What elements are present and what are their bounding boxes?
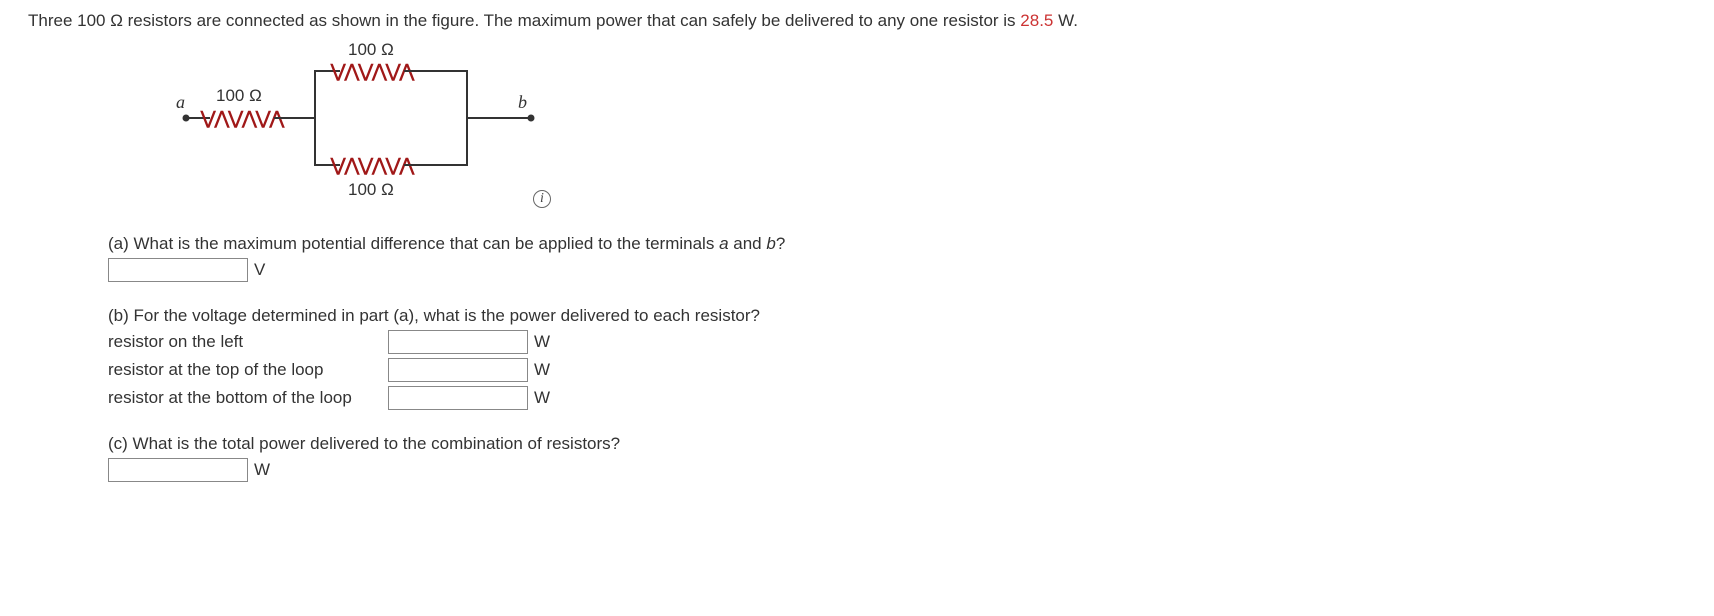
- part-b-bottom-input[interactable]: [388, 386, 528, 410]
- info-icon[interactable]: i: [533, 190, 551, 208]
- resistor-top-icon: ⋁⋀⋁⋀⋁⋀: [331, 62, 414, 80]
- wire: [274, 117, 314, 119]
- terminal-b-label: b: [518, 92, 527, 113]
- resistor-top-label: 100 Ω: [348, 40, 394, 60]
- part-b-left-unit: W: [534, 332, 550, 352]
- part-a-input[interactable]: [108, 258, 248, 282]
- part-c: (c) What is the total power delivered to…: [108, 434, 1686, 482]
- prompt-value: 28.5: [1020, 11, 1053, 30]
- resistor-bottom-icon: ⋁⋀⋁⋀⋁⋀: [331, 156, 414, 174]
- part-b-top-unit: W: [534, 360, 550, 380]
- part-b-left-label: resistor on the left: [108, 332, 388, 352]
- part-c-input[interactable]: [108, 458, 248, 482]
- part-c-unit: W: [254, 460, 270, 480]
- part-a-question: (a) What is the maximum potential differ…: [108, 234, 1686, 254]
- part-b-bottom-label: resistor at the bottom of the loop: [108, 388, 388, 408]
- resistor-left-icon: ⋁⋀⋁⋀⋁⋀: [201, 109, 284, 127]
- part-b-bottom-unit: W: [534, 388, 550, 408]
- part-b-question: (b) For the voltage determined in part (…: [108, 306, 1686, 326]
- wire: [404, 164, 468, 166]
- resistor-left-label: 100 Ω: [216, 86, 262, 106]
- wire: [314, 70, 316, 166]
- part-b-top-label: resistor at the top of the loop: [108, 360, 388, 380]
- wire: [466, 117, 531, 119]
- prompt-prefix: Three 100 Ω resistors are connected as s…: [28, 11, 1020, 30]
- part-a-unit: V: [254, 260, 265, 280]
- prompt-suffix: W.: [1053, 11, 1078, 30]
- wire: [404, 70, 468, 72]
- problem-statement: Three 100 Ω resistors are connected as s…: [28, 8, 1686, 34]
- part-b-top-input[interactable]: [388, 358, 528, 382]
- part-c-question: (c) What is the total power delivered to…: [108, 434, 1686, 454]
- resistor-bottom-label: 100 Ω: [348, 180, 394, 200]
- circuit-diagram: a b ⋁⋀⋁⋀⋁⋀ 100 Ω ⋁⋀⋁⋀⋁⋀ 100 Ω ⋁⋀⋁⋀⋁⋀ 100…: [138, 40, 658, 210]
- terminal-a-label: a: [176, 92, 185, 113]
- part-a: (a) What is the maximum potential differ…: [108, 234, 1686, 282]
- part-b-left-input[interactable]: [388, 330, 528, 354]
- part-b: (b) For the voltage determined in part (…: [108, 306, 1686, 410]
